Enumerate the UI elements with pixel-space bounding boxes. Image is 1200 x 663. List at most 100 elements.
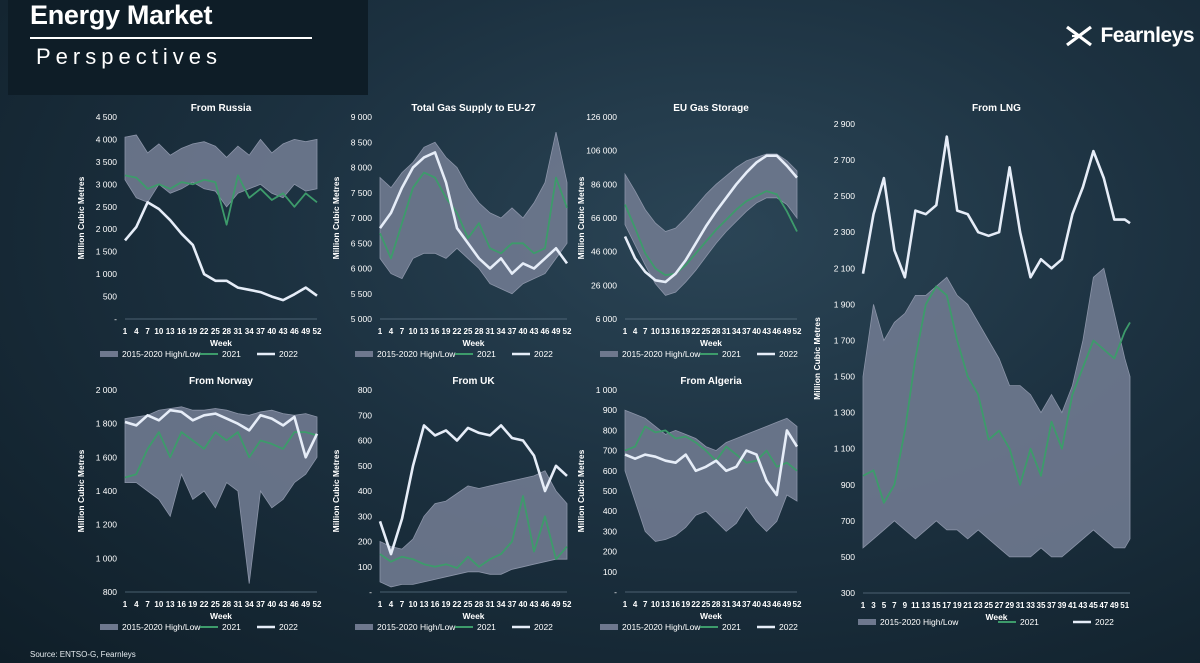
legend-label: 2015-2020 High/Low (622, 622, 701, 632)
y-tick-label: 300 (603, 526, 617, 536)
series-band-high-low (124, 134, 318, 208)
x-tick-label: 23 (974, 601, 983, 610)
y-tick-label: 7 000 (351, 213, 373, 223)
x-tick-label: 25 (211, 600, 220, 609)
y-tick-label: 700 (603, 446, 617, 456)
x-tick-label: 9 (903, 601, 908, 610)
y-tick-label: - (369, 587, 372, 597)
x-tick-label: 52 (313, 600, 322, 609)
x-tick-label: 49 (782, 327, 791, 336)
series-line-2022 (124, 201, 318, 302)
x-tick-label: 19 (188, 327, 197, 336)
chart-title: Total Gas Supply to EU-27 (411, 103, 536, 114)
y-tick-label: 200 (358, 537, 372, 547)
x-tick-label: 4 (134, 600, 139, 609)
x-tick-label: 10 (651, 327, 660, 336)
legend-swatch-band (600, 351, 618, 357)
x-tick-label: 51 (1120, 601, 1129, 610)
y-tick-label: 600 (358, 436, 372, 446)
x-tick-label: 4 (389, 600, 394, 609)
series-line-2021 (862, 285, 1131, 504)
y-tick-label: 26 000 (591, 280, 617, 290)
x-tick-label: 28 (475, 600, 484, 609)
x-tick-label: 33 (1026, 601, 1035, 610)
legend-label: 2022 (279, 349, 298, 359)
x-axis-label: Week (462, 338, 484, 348)
y-tick-label: 100 (603, 567, 617, 577)
x-tick-label: 13 (661, 600, 670, 609)
chart-title: From Russia (191, 103, 252, 114)
series-line-2022 (378, 424, 568, 556)
x-tick-label: 46 (772, 327, 781, 336)
x-tick-label: 25 (701, 600, 710, 609)
x-tick-label: 31 (233, 327, 242, 336)
x-tick-label: 3 (871, 601, 876, 610)
y-tick-label: 6 000 (351, 264, 373, 274)
x-tick-label: 16 (177, 327, 186, 336)
series-line-2021 (124, 174, 318, 226)
x-tick-label: 46 (541, 600, 550, 609)
x-tick-label: 28 (712, 600, 721, 609)
x-tick-label: 25 (211, 327, 220, 336)
y-axis-label: Million Cubic Metres (331, 449, 341, 532)
series-line-2021 (379, 495, 568, 569)
y-axis-label: Million Cubic Metres (76, 449, 86, 532)
chart-title: From UK (452, 376, 495, 387)
y-tick-label: 900 (841, 480, 855, 490)
x-tick-label: 1 (123, 327, 128, 336)
series-line-2022 (623, 154, 798, 284)
x-tick-label: 17 (942, 601, 951, 610)
series-band-high-low (624, 409, 798, 542)
y-tick-label: 5 000 (351, 314, 373, 324)
y-tick-label: 2 000 (96, 224, 118, 234)
x-tick-label: 22 (200, 600, 209, 609)
series-line-2022 (861, 135, 1131, 279)
x-tick-label: 7 (400, 600, 405, 609)
y-tick-label: 2 900 (834, 119, 856, 129)
x-tick-label: 1 (378, 327, 383, 336)
y-tick-label: 6 000 (596, 314, 618, 324)
y-tick-label: 2 700 (834, 155, 856, 165)
x-tick-label: 16 (431, 600, 440, 609)
x-tick-label: 46 (290, 600, 299, 609)
y-tick-label: 1 000 (596, 385, 618, 395)
y-tick-label: 1 900 (834, 299, 856, 309)
legend-label: 2021 (222, 349, 241, 359)
x-tick-label: 37 (256, 600, 265, 609)
x-tick-label: 46 (290, 327, 299, 336)
x-axis-label: Week (700, 611, 722, 621)
x-tick-label: 25 (701, 327, 710, 336)
x-tick-label: 34 (245, 600, 254, 609)
y-tick-label: - (114, 314, 117, 324)
x-tick-label: 7 (400, 327, 405, 336)
x-tick-label: 15 (932, 601, 941, 610)
x-tick-label: 34 (245, 327, 254, 336)
y-tick-label: 600 (603, 466, 617, 476)
x-tick-label: 5 (882, 601, 887, 610)
y-tick-label: 1 500 (834, 372, 856, 382)
x-tick-label: 25 (984, 601, 993, 610)
y-tick-label: 3 500 (96, 157, 118, 167)
x-tick-label: 13 (166, 327, 175, 336)
y-axis-label: Million Cubic Metres (331, 176, 341, 259)
x-tick-label: 10 (651, 600, 660, 609)
x-tick-label: 49 (552, 600, 561, 609)
y-tick-label: 700 (358, 410, 372, 420)
x-tick-label: 4 (633, 327, 638, 336)
legend-label: 2022 (1095, 617, 1114, 627)
y-tick-label: 8 000 (351, 163, 373, 173)
x-tick-label: 16 (671, 327, 680, 336)
x-tick-label: 13 (166, 600, 175, 609)
x-tick-label: 34 (732, 600, 741, 609)
legend-label: 2022 (279, 622, 298, 632)
x-tick-label: 29 (1005, 601, 1014, 610)
x-tick-label: 19 (442, 600, 451, 609)
x-tick-label: 49 (782, 600, 791, 609)
series-line-2021 (379, 171, 568, 260)
y-tick-label: 6 500 (351, 238, 373, 248)
x-tick-label: 52 (563, 327, 572, 336)
legend-swatch-band (858, 619, 876, 625)
x-axis-label: Week (210, 611, 232, 621)
y-tick-label: 800 (358, 385, 372, 395)
x-tick-label: 27 (995, 601, 1004, 610)
